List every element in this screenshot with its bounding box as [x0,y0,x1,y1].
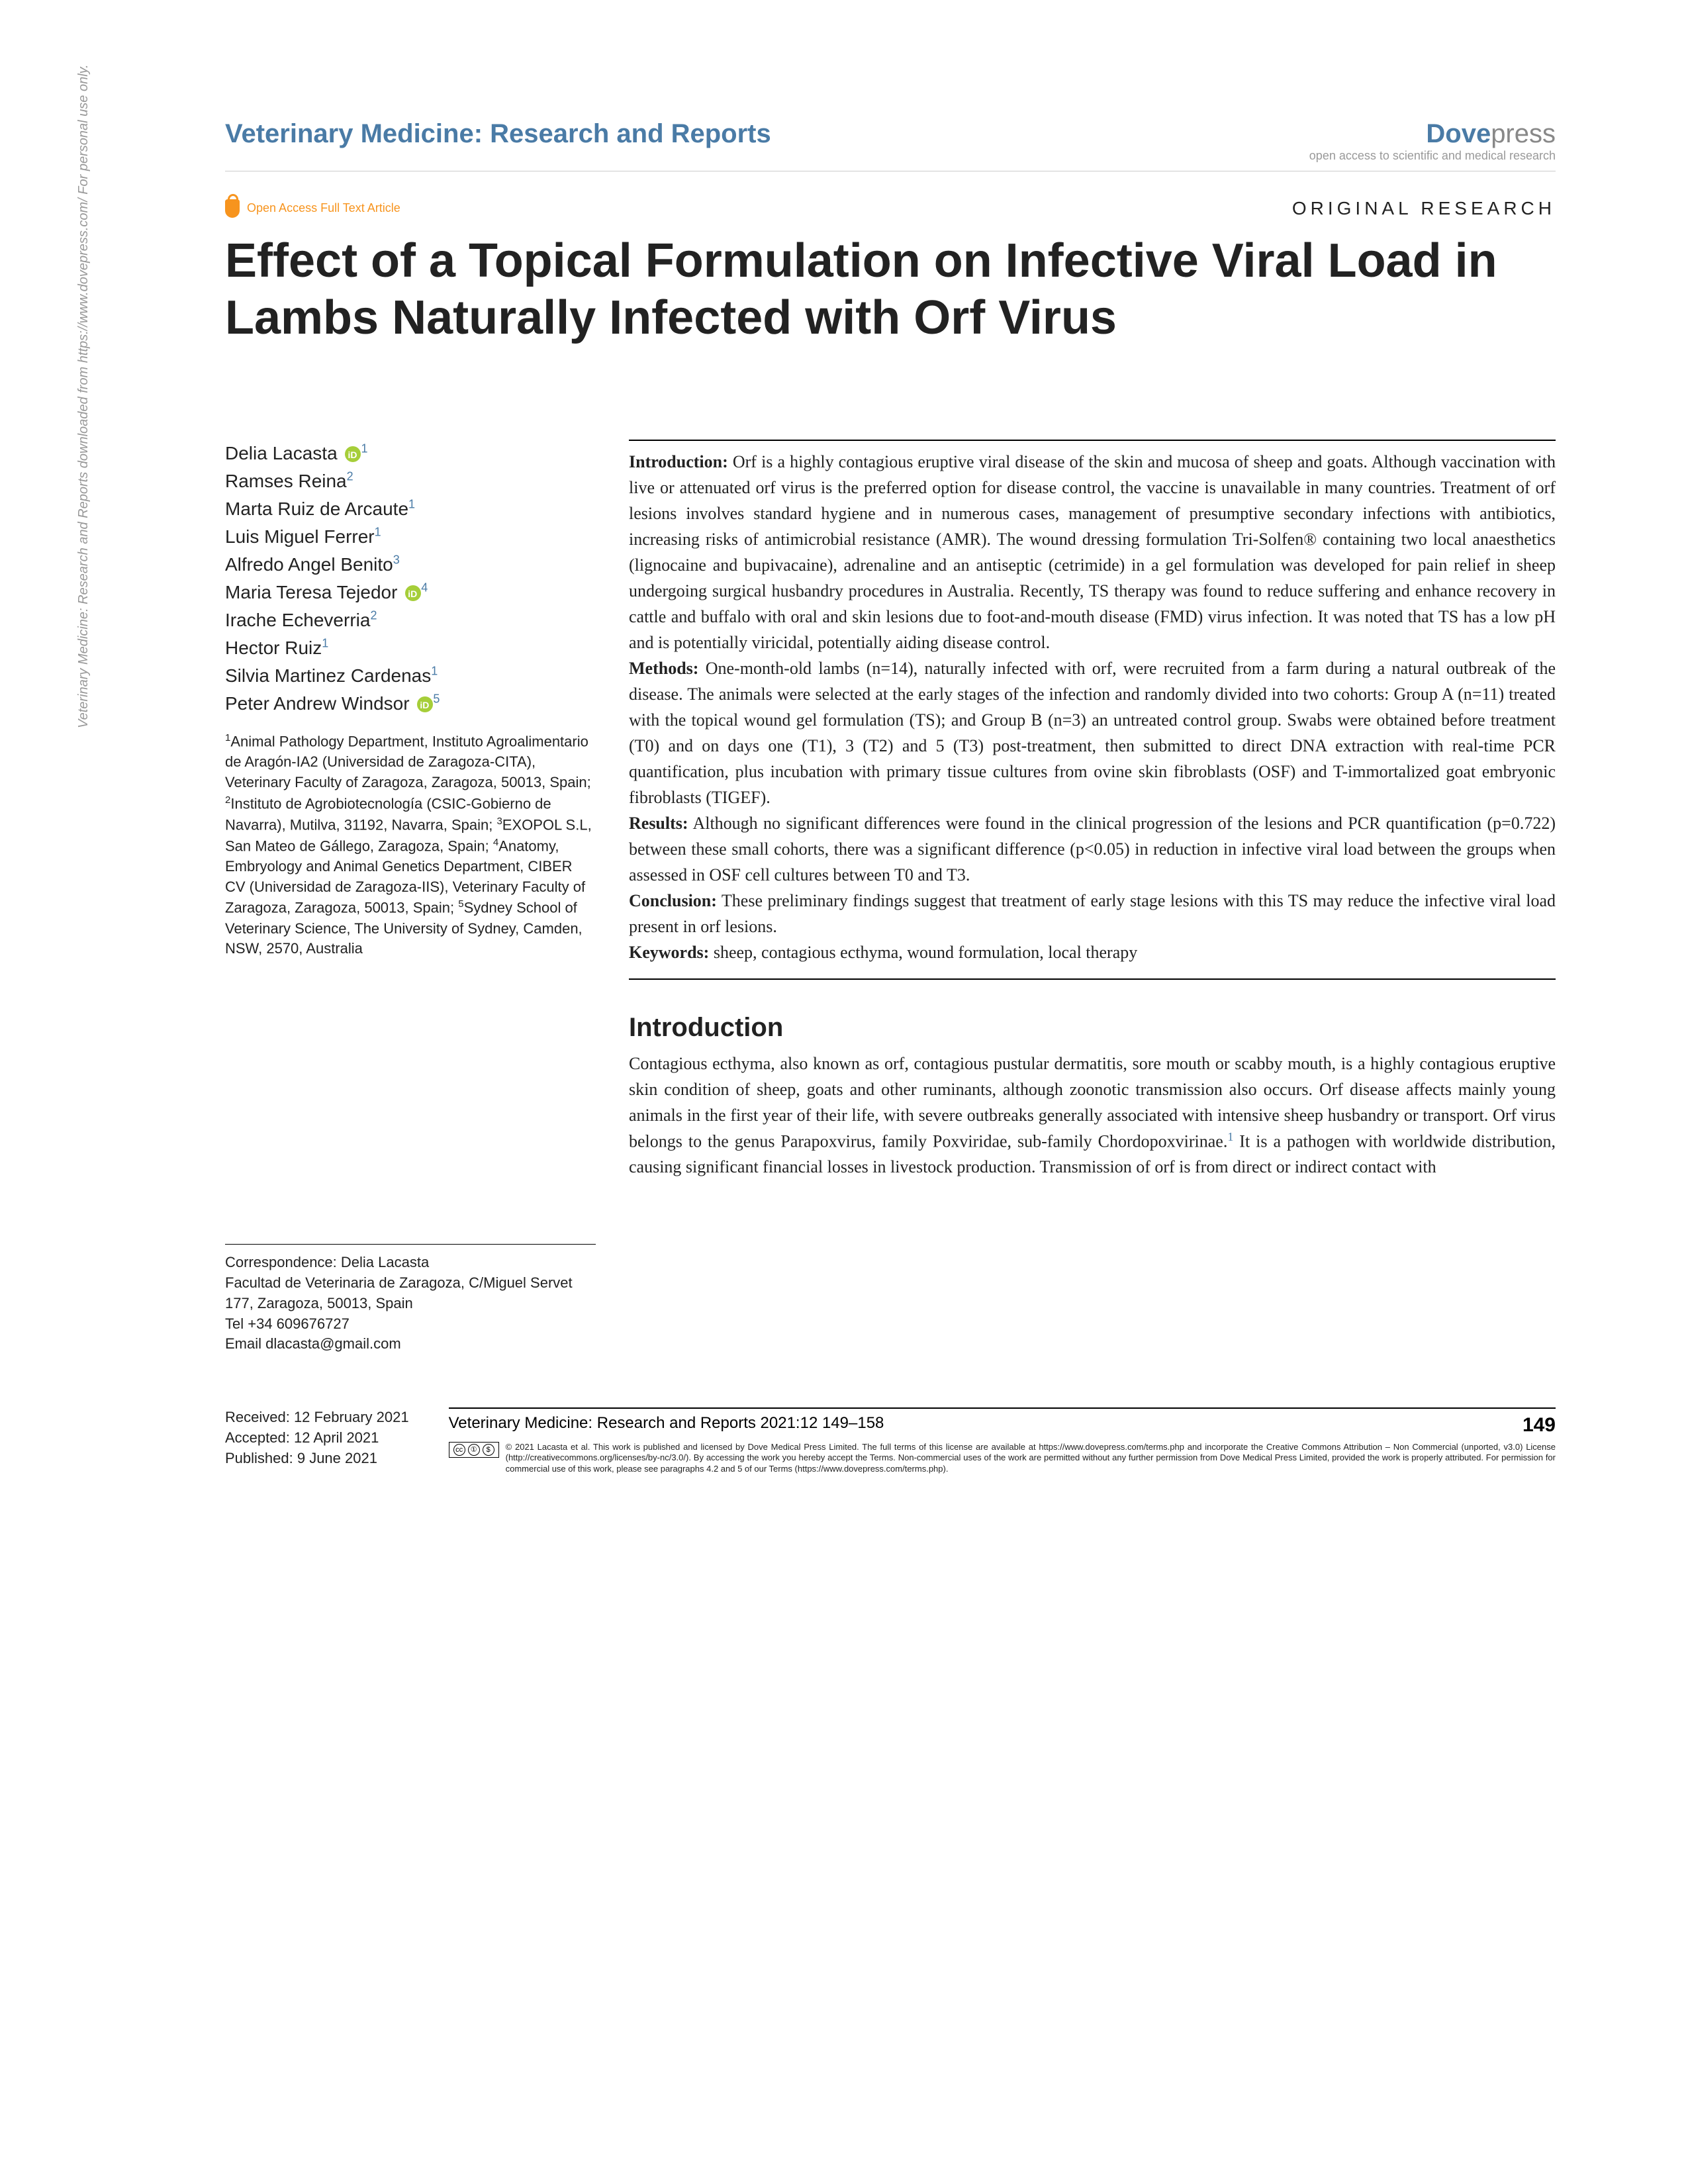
abstract-results-label: Results: [629,814,688,833]
article-title: Effect of a Topical Formulation on Infec… [225,232,1556,347]
abstract-conclusion: These preliminary findings suggest that … [629,891,1556,936]
divider [629,978,1556,980]
author: Peter Andrew Windsor 5 [225,690,596,718]
author: Luis Miguel Ferrer1 [225,523,596,551]
by-icon: ① [468,1444,480,1456]
abstract-intro: Orf is a highly contagious eruptive vira… [629,452,1556,652]
open-access-label: Open Access Full Text Article [247,201,400,214]
author: Alfredo Angel Benito3 [225,551,596,579]
author-list: Delia Lacasta 1Ramses Reina2Marta Ruiz d… [225,440,596,718]
author: Silvia Martinez Cardenas1 [225,662,596,690]
publisher-tagline: open access to scientific and medical re… [1309,149,1556,163]
correspondence-block: Correspondence: Delia Lacasta Facultad d… [225,1244,596,1354]
author: Maria Teresa Tejedor 4 [225,579,596,606]
license-row: cc ① $ © 2021 Lacasta et al. This work i… [449,1442,1556,1474]
footer-citation: Veterinary Medicine: Research and Report… [449,1414,884,1437]
footer-dates: Received: 12 February 2021 Accepted: 12 … [225,1407,409,1468]
accepted-date: Accepted: 12 April 2021 [225,1428,409,1448]
orcid-icon [405,585,421,601]
correspondence-name: Delia Lacasta [341,1254,429,1270]
footer-right: Veterinary Medicine: Research and Report… [449,1407,1556,1474]
left-column: Delia Lacasta 1Ramses Reina2Marta Ruiz d… [225,440,596,1354]
author: Marta Ruiz de Arcaute1 [225,495,596,523]
lock-open-icon [225,199,240,218]
abstract-intro-label: Introduction: [629,452,728,471]
correspondence-label: Correspondence: [225,1254,337,1270]
email-label: Email [225,1335,261,1352]
abstract-keywords-label: Keywords: [629,943,709,962]
download-note: Veterinary Medicine: Research and Report… [76,64,91,728]
abstract-methods-label: Methods: [629,659,698,678]
nc-icon: $ [483,1444,494,1456]
cc-badge: cc ① $ [449,1442,499,1458]
publisher-name: Dovepress [1309,119,1556,149]
page-footer: Received: 12 February 2021 Accepted: 12 … [225,1407,1556,1474]
author: Ramses Reina2 [225,467,596,495]
intro-body: Contagious ecthyma, also known as orf, c… [629,1051,1556,1180]
author: Irache Echeverria2 [225,606,596,634]
intro-heading: Introduction [629,1013,1556,1043]
abstract: Introduction: Orf is a highly contagious… [629,449,1556,965]
page-header: Veterinary Medicine: Research and Report… [225,119,1556,171]
license-text: © 2021 Lacasta et al. This work is publi… [506,1442,1556,1474]
abstract-results: Although no significant differences were… [629,814,1556,884]
page-number: 149 [1523,1414,1556,1437]
orcid-icon [345,446,361,462]
published-date: Published: 9 June 2021 [225,1448,409,1469]
author: Hector Ruiz1 [225,634,596,662]
publisher-main: Dove [1426,119,1491,148]
orcid-icon [417,696,433,712]
correspondence-address: Facultad de Veterinaria de Zaragoza, C/M… [225,1274,573,1311]
right-column: Introduction: Orf is a highly contagious… [629,440,1556,1354]
tel-value: +34 609676727 [248,1315,350,1332]
received-date: Received: 12 February 2021 [225,1407,409,1428]
main-columns: Delia Lacasta 1Ramses Reina2Marta Ruiz d… [225,440,1556,1354]
article-type-row: Open Access Full Text Article ORIGINAL R… [225,198,1556,219]
article-category: ORIGINAL RESEARCH [1292,198,1556,219]
open-access-badge: Open Access Full Text Article [225,199,400,218]
email-value: dlacasta@gmail.com [265,1335,401,1352]
abstract-methods: One-month-old lambs (n=14), naturally in… [629,659,1556,807]
publisher-suffix: press [1491,119,1556,148]
cc-icon: cc [453,1444,465,1456]
tel-label: Tel [225,1315,244,1332]
footer-journal-line: Veterinary Medicine: Research and Report… [449,1414,1556,1437]
publisher-block: Dovepress open access to scientific and … [1309,119,1556,163]
abstract-keywords: sheep, contagious ecthyma, wound formula… [709,943,1137,962]
abstract-conclusion-label: Conclusion: [629,891,717,910]
journal-name: Veterinary Medicine: Research and Report… [225,119,771,149]
author: Delia Lacasta 1 [225,440,596,467]
affiliations: 1Animal Pathology Department, Instituto … [225,731,596,959]
